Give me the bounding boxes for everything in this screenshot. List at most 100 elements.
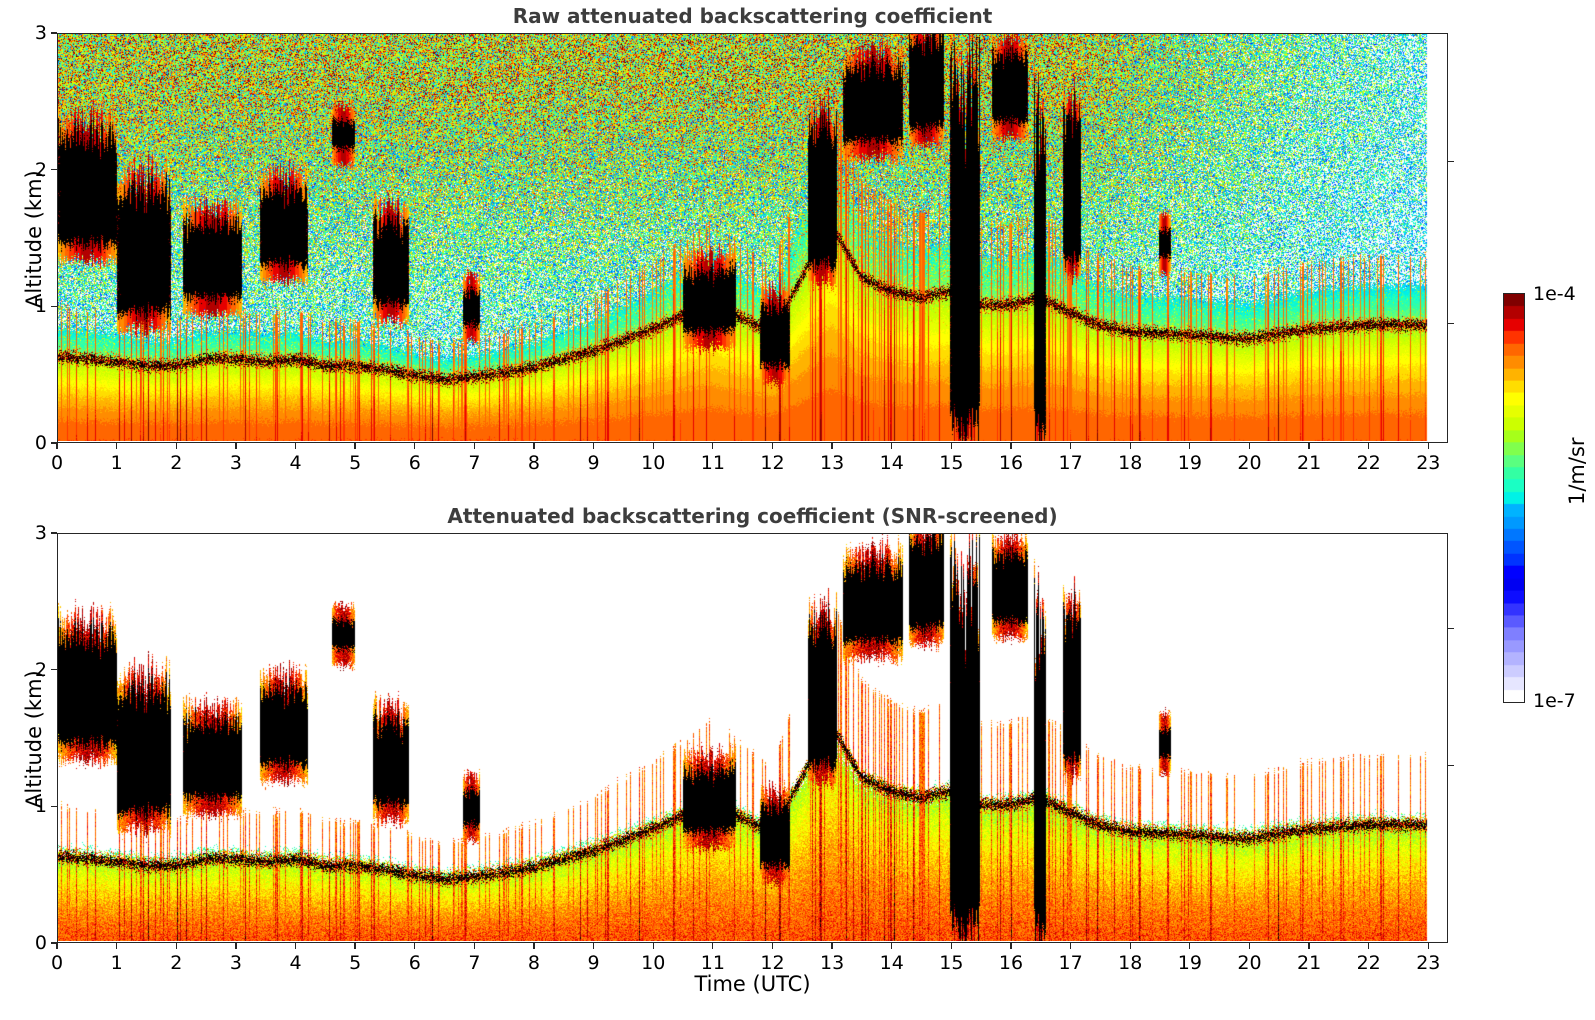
y-tick-screened-2 [51,669,57,671]
x-tick-screened-16 [1010,943,1012,949]
x-axis-label: Time (UTC) [694,972,811,996]
x-tick-label-screened-12: 12 [760,952,785,974]
y-tick-label-screened-3: 3 [34,522,47,544]
x-tick-raw-9 [592,443,595,449]
x-tick-label-raw-6: 6 [408,452,421,474]
x-tick-label-raw-12: 12 [760,452,785,474]
panel-title-raw: Raw attenuated backscattering coefficien… [512,4,993,28]
x-tick-screened-8 [533,943,535,949]
plot-area-screened[interactable] [57,533,1448,943]
x-tick-label-screened-19: 19 [1177,952,1202,974]
x-tick-raw-15 [950,443,952,449]
x-tick-screened-9 [592,943,595,949]
colorbar[interactable] [1503,293,1525,703]
x-tick-label-screened-22: 22 [1356,952,1381,974]
colorbar-unit-label: 1/m/sr [1565,437,1589,505]
x-tick-raw-22 [1368,443,1370,449]
y-tick-label-raw-3: 3 [34,22,47,44]
y-tick-raw-3 [51,32,57,34]
x-tick-screened-0 [56,943,58,949]
x-tick-screened-19 [1189,943,1191,949]
x-tick-screened-23 [1427,943,1429,949]
x-tick-raw-23 [1427,443,1429,449]
y-tick-raw-2 [51,169,57,171]
x-tick-label-raw-13: 13 [820,452,845,474]
y-tick-label-raw-1: 1 [34,295,47,318]
x-tick-screened-5 [354,943,356,949]
x-tick-label-raw-19: 19 [1177,452,1202,474]
x-tick-label-screened-21: 21 [1296,952,1322,974]
x-tick-label-raw-22: 22 [1356,452,1381,474]
right-spine-tick-2 [1448,628,1454,630]
x-tick-screened-7 [473,943,475,949]
x-tick-label-raw-11: 11 [700,452,725,474]
x-tick-label-raw-8: 8 [527,452,541,474]
panel-title-screened: Attenuated backscattering coefficient (S… [447,504,1058,528]
x-tick-screened-21 [1308,943,1310,949]
x-tick-label-screened-15: 15 [939,952,964,974]
x-tick-label-raw-23: 23 [1416,452,1441,474]
x-tick-label-raw-4: 4 [289,452,302,474]
y-axis-label-screened: Altitude (km) [22,670,46,808]
y-tick-screened-1 [51,805,57,807]
x-tick-raw-17 [1069,443,1072,449]
y-tick-raw-1 [51,305,57,307]
x-tick-label-raw-21: 21 [1296,452,1322,474]
plot-area-raw[interactable] [57,33,1448,443]
x-tick-label-screened-6: 6 [408,952,421,974]
x-tick-raw-5 [354,443,356,449]
x-tick-label-screened-23: 23 [1416,952,1441,974]
right-spine-tick-0 [1448,161,1454,163]
x-tick-label-raw-2: 2 [170,452,183,474]
x-tick-label-screened-8: 8 [527,952,541,974]
x-tick-label-screened-18: 18 [1118,952,1143,974]
x-tick-raw-21 [1308,443,1310,449]
x-tick-label-raw-18: 18 [1118,452,1143,474]
x-tick-label-raw-16: 16 [998,452,1024,474]
x-tick-label-raw-15: 15 [939,452,964,474]
x-tick-screened-14 [891,943,893,949]
y-tick-raw-0 [51,442,57,444]
x-tick-screened-3 [235,943,237,949]
x-tick-raw-1 [115,443,118,449]
x-tick-label-screened-16: 16 [998,952,1024,974]
x-tick-raw-16 [1010,443,1012,449]
x-tick-raw-2 [175,443,177,449]
colorbar-min-label: 1e-7 [1533,690,1576,712]
x-tick-raw-6 [414,443,416,449]
x-tick-screened-17 [1069,943,1072,949]
colorbar-max-label: 1e-4 [1533,283,1576,305]
x-tick-label-raw-5: 5 [349,452,362,474]
x-tick-label-screened-4: 4 [289,952,302,974]
y-tick-screened-0 [51,942,57,944]
x-tick-screened-11 [712,943,714,949]
x-tick-raw-10 [652,443,654,449]
x-tick-label-raw-1: 1 [110,452,123,474]
x-tick-raw-7 [473,443,475,449]
x-tick-screened-15 [950,943,952,949]
x-tick-label-raw-9: 9 [587,452,600,474]
x-tick-raw-11 [712,443,714,449]
right-spine-tick-3 [1448,765,1454,767]
x-tick-label-screened-3: 3 [229,952,242,974]
x-tick-label-screened-20: 20 [1237,952,1262,974]
x-tick-label-screened-17: 17 [1058,952,1083,974]
x-tick-label-raw-7: 7 [468,452,481,474]
x-tick-raw-0 [56,443,58,449]
x-tick-raw-4 [294,443,297,449]
x-tick-raw-20 [1248,443,1251,449]
x-tick-label-screened-11: 11 [700,952,725,974]
y-tick-label-raw-0: 0 [34,432,47,454]
x-tick-raw-14 [891,443,893,449]
x-tick-label-screened-7: 7 [468,952,481,974]
x-tick-raw-3 [235,443,237,449]
x-tick-label-screened-10: 10 [641,952,666,974]
x-tick-label-raw-10: 10 [641,452,666,474]
x-tick-raw-12 [771,443,774,449]
x-tick-label-raw-17: 17 [1058,452,1083,474]
x-tick-label-screened-14: 14 [879,952,904,974]
y-tick-label-raw-2: 2 [34,158,47,181]
x-tick-screened-2 [175,943,177,949]
x-tick-label-screened-13: 13 [820,952,845,974]
